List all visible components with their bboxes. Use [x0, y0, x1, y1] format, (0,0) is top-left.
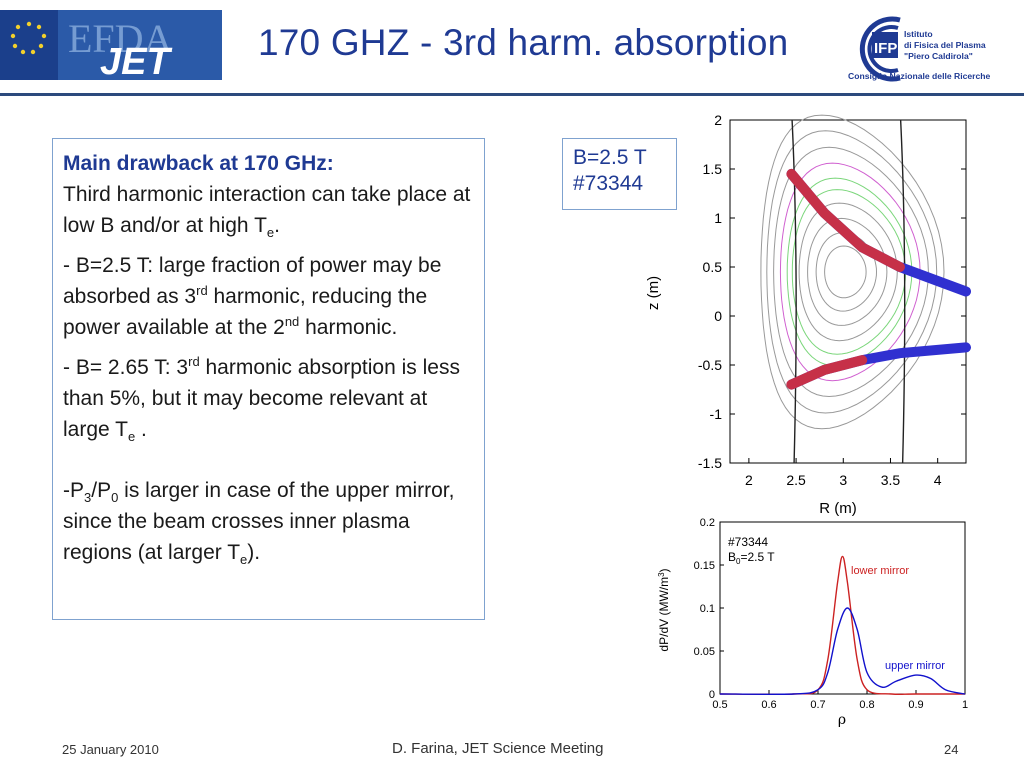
flux-surface: [798, 202, 898, 342]
y-tick-label: 0: [714, 308, 722, 324]
shot-number: #73344: [573, 172, 644, 195]
x-tick-label: 0.5: [712, 699, 727, 711]
x-axis-label: R (m): [819, 500, 857, 517]
flux-surface: [779, 162, 921, 382]
y-tick-label: 0.15: [694, 560, 715, 572]
wall-line: [791, 119, 797, 464]
y-tick-label: 2: [714, 112, 722, 128]
shot-info-box: B=2.5 T #73344: [562, 138, 677, 210]
flux-surface: [760, 114, 945, 430]
y-tick-label: 0.2: [700, 517, 715, 529]
footer-date: 25 January 2010: [62, 742, 159, 757]
slide-title: 170 GHZ - 3rd harm. absorption: [258, 22, 789, 63]
y-tick-label: -1.5: [698, 455, 722, 471]
y-tick-label: 0.05: [694, 646, 715, 658]
legend-upper-mirror: upper mirror: [885, 660, 945, 672]
x-tick-label: 3.5: [881, 472, 901, 488]
flux-surface: [773, 146, 929, 398]
svg-text:EFDA: EFDA: [68, 16, 173, 61]
x-tick-label: 4: [934, 472, 942, 488]
page-number: 24: [944, 742, 959, 757]
flux-surface: [786, 177, 913, 367]
legend-lower-mirror: lower mirror: [851, 565, 909, 577]
b25-paragraph: - B=2.5 T: large fraction of power may b…: [63, 254, 442, 339]
annotation-b: B0=2.5 T: [728, 550, 775, 566]
p3p0-paragraph: -P3/P0 is larger in case of the upper mi…: [63, 479, 455, 568]
flux-surface: [791, 189, 907, 355]
y-tick-label: 0.1: [700, 603, 715, 615]
x-tick-label: 0.8: [859, 699, 874, 711]
y-axis-label: z (m): [645, 276, 662, 310]
efda-jet-logo: EFDA JET: [0, 10, 222, 80]
y-tick-label: -0.5: [698, 357, 722, 373]
x-axis-label-bottom: ρ: [838, 712, 846, 728]
power-deposition-plot: 0.20.150.10.050 0.5 0.6 0.7 0.8 0.9 1 #73344 …: [657, 517, 968, 728]
y-axis-label-bottom: dP/dV (MW/m3): [657, 568, 671, 651]
x-tick-label: 3: [839, 472, 847, 488]
y-tick-label: 1.5: [703, 161, 723, 177]
flux-surface-plot: 2 1.5 1 0.5 0 -0.5 -1 -1.5 2 2.5 3 3.5 4 z (m) R (m…: [645, 112, 971, 517]
footer-author: D. Farina, JET Science Meeting: [392, 740, 604, 757]
x-tick-label: 0.7: [810, 699, 825, 711]
upper-mirror-line: [719, 607, 966, 696]
annotation-shot: #73344: [728, 535, 768, 549]
ifp-cnr-logo: IFP: [859, 16, 901, 82]
b265-paragraph: - B= 2.65 T: 3rd harmonic absorption is …: [63, 354, 460, 445]
y-tick-label: 1: [714, 210, 722, 226]
svg-text:IFP: IFP: [874, 40, 897, 57]
y-tick-label: 0: [709, 689, 715, 701]
x-tick-label: 2.5: [786, 472, 806, 488]
x-tick-label: 1: [962, 699, 968, 711]
header-divider: [0, 93, 1024, 96]
flux-surface: [766, 130, 938, 414]
cnr-text: Consiglio Nazionale delle Ricerche: [848, 71, 991, 81]
y-tick-label: -1: [710, 406, 723, 422]
wall-line: [899, 119, 906, 464]
x-tick-label: 2: [745, 472, 753, 488]
lower-beam-absorption: [786, 355, 868, 390]
ifp-institute-text: Istituto di Fisica del Plasma "Piero Cal…: [904, 29, 986, 61]
svg-text:JET: JET: [100, 41, 172, 80]
drawback-heading: Main drawback at 170 GHz:: [63, 152, 334, 175]
flux-surface: [807, 217, 888, 326]
drawback-paragraph: Main drawback at 170 GHz: Third harmonic…: [63, 152, 471, 241]
y-tick-label: 0.5: [703, 259, 723, 275]
field-value: B=2.5 T: [573, 146, 647, 169]
x-tick-label: 0.6: [761, 699, 776, 711]
upper-beam-absorption: [786, 168, 905, 272]
flux-surface: [824, 245, 867, 299]
explanation-box: Main drawback at 170 GHz: Third harmonic…: [52, 138, 485, 620]
x-tick-label: 0.9: [908, 699, 923, 711]
